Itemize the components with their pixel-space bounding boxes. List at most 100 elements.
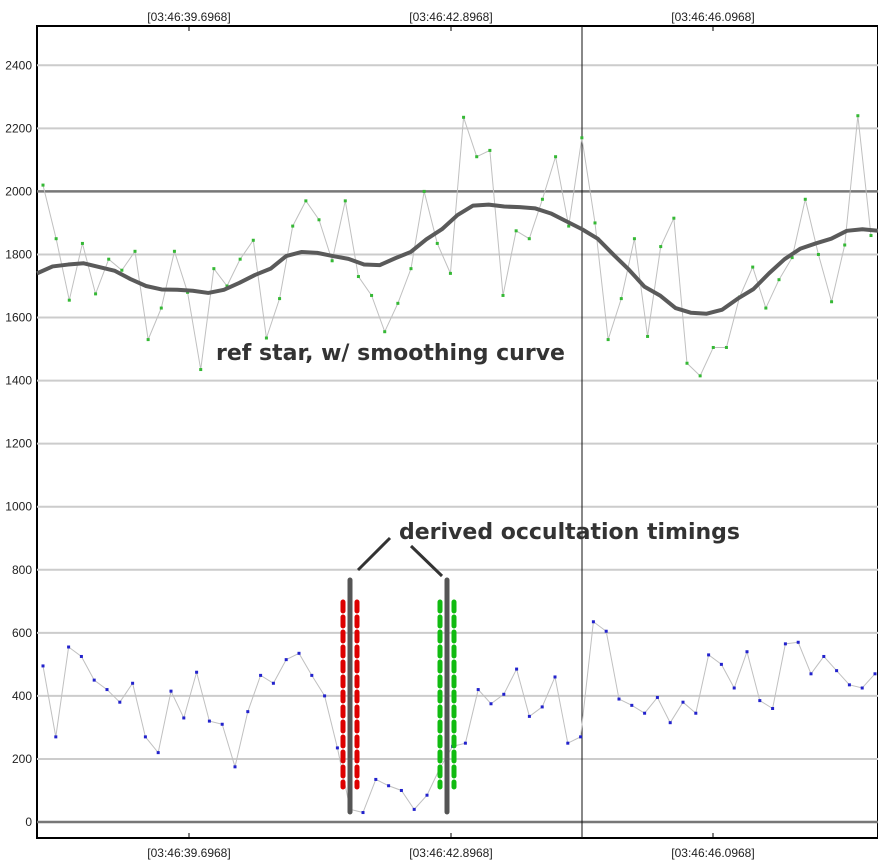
target-star-point xyxy=(835,669,839,673)
target-star-point xyxy=(195,670,199,674)
x-tick-label-bottom: [03:46:46.0968] xyxy=(671,846,754,860)
ref-star-point xyxy=(159,306,163,310)
target-star-point xyxy=(707,653,711,657)
ref-star-point xyxy=(698,374,702,378)
y-tick-label: 200 xyxy=(12,752,32,766)
grid-lines xyxy=(36,25,878,839)
ref-star-point xyxy=(41,183,45,187)
ref-star-point xyxy=(803,197,807,201)
target-star-point xyxy=(694,711,698,715)
x-tick-label-bottom: [03:46:39.6968] xyxy=(147,846,230,860)
target-star-point xyxy=(681,700,685,704)
target-star-point xyxy=(156,751,160,755)
y-tick-label: 1400 xyxy=(5,374,32,388)
ref-star-point xyxy=(462,115,466,119)
ref-star-point xyxy=(593,221,597,225)
ref-star-point xyxy=(475,155,479,159)
ref-star-point xyxy=(383,330,387,334)
target-star-point xyxy=(131,681,135,685)
ref-star-point xyxy=(67,298,71,302)
target-star-point xyxy=(412,807,416,811)
ref-star-point xyxy=(488,148,492,152)
target-star-point xyxy=(399,788,403,792)
target-star-point xyxy=(860,686,864,690)
target-star-point xyxy=(745,650,749,654)
ref-star-point xyxy=(711,345,715,349)
target-star-point xyxy=(822,654,826,658)
target-star-point xyxy=(310,673,314,677)
target-star-point xyxy=(553,675,557,679)
ref-star-point xyxy=(317,218,321,222)
y-tick-label: 0 xyxy=(25,815,32,829)
target-star-point xyxy=(771,706,775,710)
ref-star-point xyxy=(54,237,58,241)
y-tick-label: 1200 xyxy=(5,437,32,451)
target-star-point xyxy=(169,689,173,693)
y-axis-tick-labels: 0 200 400 600 800 1000 1200 1400 1600 1800 2000 220… xyxy=(5,58,32,829)
ref-star-point xyxy=(580,136,584,140)
target-star-point xyxy=(118,700,122,704)
ref-star-point xyxy=(330,259,334,263)
ref-star-point xyxy=(107,257,111,261)
ref-star-point xyxy=(856,114,860,118)
target-star-point xyxy=(796,640,800,644)
smoothing-curve xyxy=(36,202,878,316)
x-tick-label-top: [03:46:46.0968] xyxy=(671,10,754,24)
ref-star-point xyxy=(304,199,308,203)
target-star-point xyxy=(233,765,237,769)
target-star-point xyxy=(540,705,544,709)
y-tick-label: 1800 xyxy=(5,247,32,261)
y-tick-label: 1600 xyxy=(5,311,32,325)
ref-star-point xyxy=(830,300,834,304)
ref-star-point xyxy=(567,224,571,228)
annotation-leader-left xyxy=(356,536,392,572)
ref-star-point xyxy=(409,267,413,271)
target-star-point xyxy=(783,642,787,646)
target-star-point xyxy=(604,629,608,633)
ref-star-point xyxy=(396,301,400,305)
target-star-point xyxy=(246,710,250,714)
target-star-point xyxy=(220,722,224,726)
target-star-point xyxy=(387,784,391,788)
ref-star-point xyxy=(764,306,768,310)
ref-star-point xyxy=(777,278,781,282)
ref-star-point xyxy=(291,224,295,228)
ref-star-point xyxy=(501,293,505,297)
target-star-point xyxy=(67,645,71,649)
target-star-point xyxy=(591,620,595,624)
ref-star-point xyxy=(869,234,873,238)
ref-star-point xyxy=(225,284,229,288)
target-star-point xyxy=(271,681,275,685)
y-tick-label: 400 xyxy=(12,689,32,703)
ref-star-point xyxy=(343,199,347,203)
target-star-point xyxy=(515,667,519,671)
timings-annotation: derived occultation timings xyxy=(399,520,740,545)
ref-star-point xyxy=(264,336,268,340)
target-star-point xyxy=(284,658,288,662)
ref-star-point xyxy=(540,197,544,201)
target-star-point xyxy=(323,694,327,698)
ref-star-point xyxy=(554,155,558,159)
ref-star-point xyxy=(527,237,531,241)
target-star-point xyxy=(463,741,467,745)
ref-star-point xyxy=(146,338,150,342)
target-star-point xyxy=(54,735,58,739)
x-tick-label-top: [03:46:42.8968] xyxy=(409,10,492,24)
ref-star-point xyxy=(251,238,255,242)
y-tick-label: 800 xyxy=(12,563,32,577)
ref-star-point xyxy=(843,243,847,247)
ref-star-point xyxy=(356,275,360,279)
target-star-point xyxy=(847,683,851,687)
ref-star-point xyxy=(120,268,124,272)
target-star-point xyxy=(143,735,147,739)
target-star-point xyxy=(335,746,339,750)
target-star-point xyxy=(297,651,301,655)
ref-star-point xyxy=(422,189,426,193)
ref-star-point xyxy=(212,267,216,271)
target-star-point xyxy=(566,741,570,745)
target-star-point xyxy=(476,688,480,692)
x-axis-tick-labels: [03:46:39.6968] [03:46:39.6968] [03:46:42.… xyxy=(147,10,754,860)
ref-star-point xyxy=(646,334,650,338)
ref-star-point xyxy=(80,241,84,245)
ref-star-point xyxy=(659,245,663,249)
